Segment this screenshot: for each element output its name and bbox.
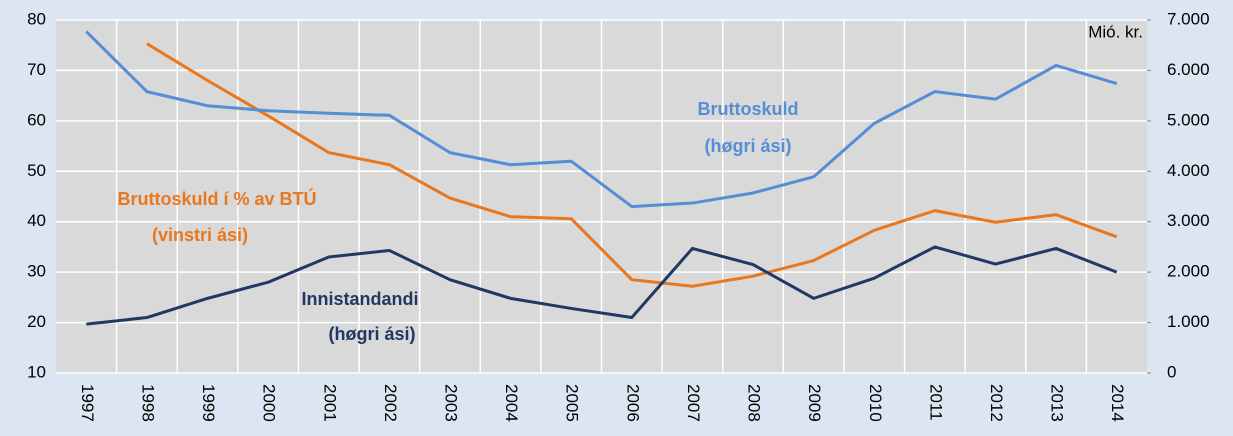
y2-tick-label: 0 [1167, 362, 1176, 381]
y2-tick-label: 7.000 [1167, 9, 1210, 28]
y2-tick-label: 2.000 [1167, 262, 1210, 281]
x-tick-label: 2013 [1048, 384, 1067, 422]
annotation: Bruttoskuld [698, 99, 799, 119]
x-tick-label: 2003 [441, 384, 460, 422]
x-tick-label: 2000 [260, 384, 279, 422]
x-tick-label: 2007 [684, 384, 703, 422]
x-tick-label: 2001 [320, 384, 339, 422]
y-tick-label: 20 [27, 312, 46, 331]
annotation: Bruttoskuld í % av BTÚ [117, 188, 316, 209]
y-tick-label: 50 [27, 161, 46, 180]
annotation: (vinstri ási) [152, 225, 248, 245]
y-tick-label: 70 [27, 60, 46, 79]
y-tick-label: 10 [27, 362, 46, 381]
x-tick-label: 2010 [866, 384, 885, 422]
x-tick-label: 2009 [805, 384, 824, 422]
series-line [86, 245, 1118, 326]
x-tick-label: 2011 [926, 384, 945, 421]
x-tick-label: 1997 [78, 384, 97, 422]
y-tick-label: 30 [27, 262, 46, 281]
series-line [85, 30, 1118, 209]
x-tick-label: 2004 [502, 384, 521, 422]
x-tick-label: 2012 [987, 384, 1006, 422]
series-line [146, 42, 1118, 288]
y2-axis-label: Mió. kr. [1088, 22, 1143, 41]
y-tick-label: 60 [27, 110, 46, 129]
x-tick-label: 2002 [381, 384, 400, 422]
y-tick-label: 80 [27, 9, 46, 28]
y2-tick-label: 5.000 [1167, 110, 1210, 129]
y2-tick-label: 4.000 [1167, 161, 1210, 180]
y2-tick-label: 1.000 [1167, 312, 1210, 331]
x-tick-label: 2005 [563, 384, 582, 422]
y-tick-label: 40 [27, 211, 46, 230]
x-tick-label: 2006 [623, 384, 642, 422]
annotation: (høgri ási) [704, 136, 791, 156]
annotation: (høgri ási) [328, 324, 415, 344]
annotation: Innistandandi [302, 289, 419, 309]
x-tick-label: 1999 [199, 384, 218, 422]
y2-tick-label: 3.000 [1167, 211, 1210, 230]
y2-tick-label: 6.000 [1167, 60, 1210, 79]
x-tick-label: 1998 [138, 384, 157, 422]
x-tick-label: 2008 [745, 384, 764, 422]
x-tick-label: 2014 [1108, 384, 1127, 422]
